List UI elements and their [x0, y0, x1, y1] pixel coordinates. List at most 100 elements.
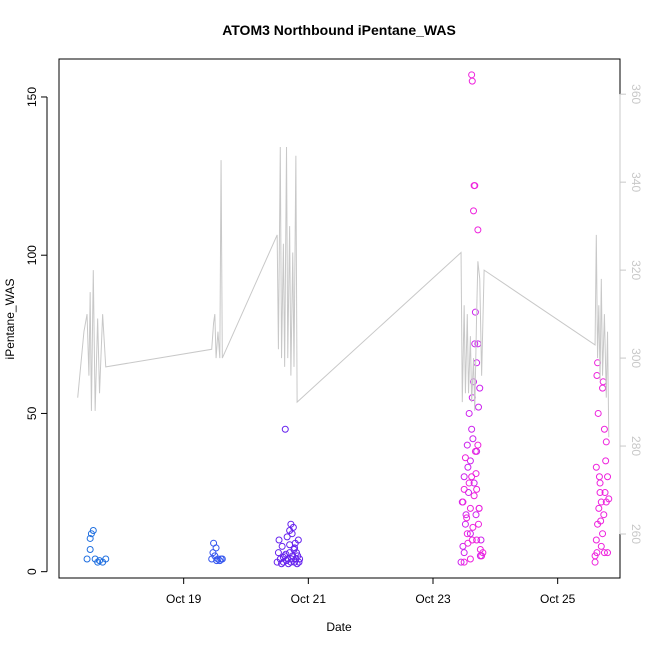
data-point: [102, 555, 110, 563]
x-axis-title: Date: [326, 620, 352, 634]
data-point: [463, 514, 471, 522]
y2-tick-label: 280: [629, 436, 643, 456]
data-point: [472, 511, 480, 519]
plot-frame: [58, 58, 621, 579]
data-point: [465, 479, 473, 487]
data-point: [596, 489, 604, 497]
data-point: [89, 527, 97, 535]
data-point: [274, 549, 282, 557]
data-point: [599, 378, 607, 386]
data-point: [469, 435, 477, 443]
data-point: [601, 489, 609, 497]
data-point: [602, 457, 610, 465]
data-point: [469, 523, 477, 531]
data-point: [600, 549, 608, 557]
data-point: [213, 557, 221, 565]
data-point: [468, 536, 476, 544]
data-point: [459, 542, 467, 550]
y2-tick-label: 260: [629, 524, 643, 544]
data-point: [470, 207, 478, 215]
data-point: [592, 463, 600, 471]
y-tick-label: 150: [25, 87, 39, 107]
data-point: [466, 504, 474, 512]
data-point: [460, 473, 468, 481]
data-point: [282, 550, 290, 558]
x-tick-label: Oct 25: [540, 592, 576, 606]
data-point: [595, 504, 603, 512]
data-point: [86, 534, 94, 542]
data-point: [597, 542, 605, 550]
data-point: [292, 549, 300, 557]
y-tick-label: 0: [25, 568, 39, 575]
data-point: [83, 555, 91, 563]
y-axis: 0 50 100 150: [25, 87, 48, 575]
data-point: [475, 520, 483, 528]
data-point: [466, 457, 474, 465]
data-point: [278, 560, 286, 568]
data-point: [468, 71, 476, 79]
data-point: [296, 555, 304, 563]
data-point: [600, 511, 608, 519]
data-point: [475, 504, 483, 512]
x-axis: Oct 19 Oct 21 Oct 23 Oct 25: [166, 577, 576, 606]
data-point: [594, 409, 602, 417]
data-point: [463, 530, 471, 538]
data-point: [474, 441, 482, 449]
y2-tick-label: 360: [629, 84, 643, 104]
data-point: [470, 492, 478, 500]
data-point: [599, 530, 607, 538]
chart-title: ATOM3 Northbound iPentane_WAS: [222, 22, 456, 38]
data-point: [473, 485, 481, 493]
data-point: [474, 226, 482, 234]
data-point: [462, 511, 470, 519]
data-point: [591, 558, 599, 566]
data-point: [461, 454, 469, 462]
data-point: [278, 542, 286, 550]
data-point: [604, 549, 612, 557]
data-point: [471, 447, 479, 455]
data-point: [470, 479, 478, 487]
data-point: [294, 536, 302, 544]
data-point: [475, 403, 483, 411]
data-point: [461, 520, 469, 528]
data-point: [460, 485, 468, 493]
data-point: [472, 470, 480, 478]
data-point: [479, 549, 487, 557]
y2-tick-label: 320: [629, 260, 643, 280]
data-point: [471, 340, 479, 348]
data-point: [466, 555, 474, 563]
y2-tick-label: 300: [629, 348, 643, 368]
data-point: [600, 425, 608, 433]
right-axis-series-line: [77, 146, 610, 438]
data-point: [471, 182, 479, 190]
y-tick-label: 100: [25, 245, 39, 265]
data-point: [476, 384, 484, 392]
data-point: [288, 530, 296, 538]
data-point: [289, 523, 297, 531]
data-point: [460, 549, 468, 557]
data-point: [457, 558, 465, 566]
data-point: [286, 541, 294, 549]
y-tick-label: 50: [25, 406, 39, 420]
data-point: [471, 308, 479, 316]
data-point: [593, 371, 601, 379]
data-point: [86, 546, 94, 554]
data-point: [604, 473, 612, 481]
data-point: [599, 384, 607, 392]
data-points: [83, 71, 613, 568]
data-point: [473, 536, 481, 544]
data-point: [468, 425, 476, 433]
data-point: [287, 558, 295, 566]
x-tick-label: Oct 23: [415, 592, 451, 606]
y-axis-title: iPentane_WAS: [3, 279, 17, 360]
data-point: [209, 549, 217, 557]
data-point: [473, 359, 481, 367]
data-point: [592, 536, 600, 544]
x-tick-label: Oct 21: [291, 592, 327, 606]
data-point: [291, 544, 299, 552]
data-point: [468, 77, 476, 85]
data-point: [465, 409, 473, 417]
data-point: [477, 536, 485, 544]
data-point: [478, 552, 486, 560]
